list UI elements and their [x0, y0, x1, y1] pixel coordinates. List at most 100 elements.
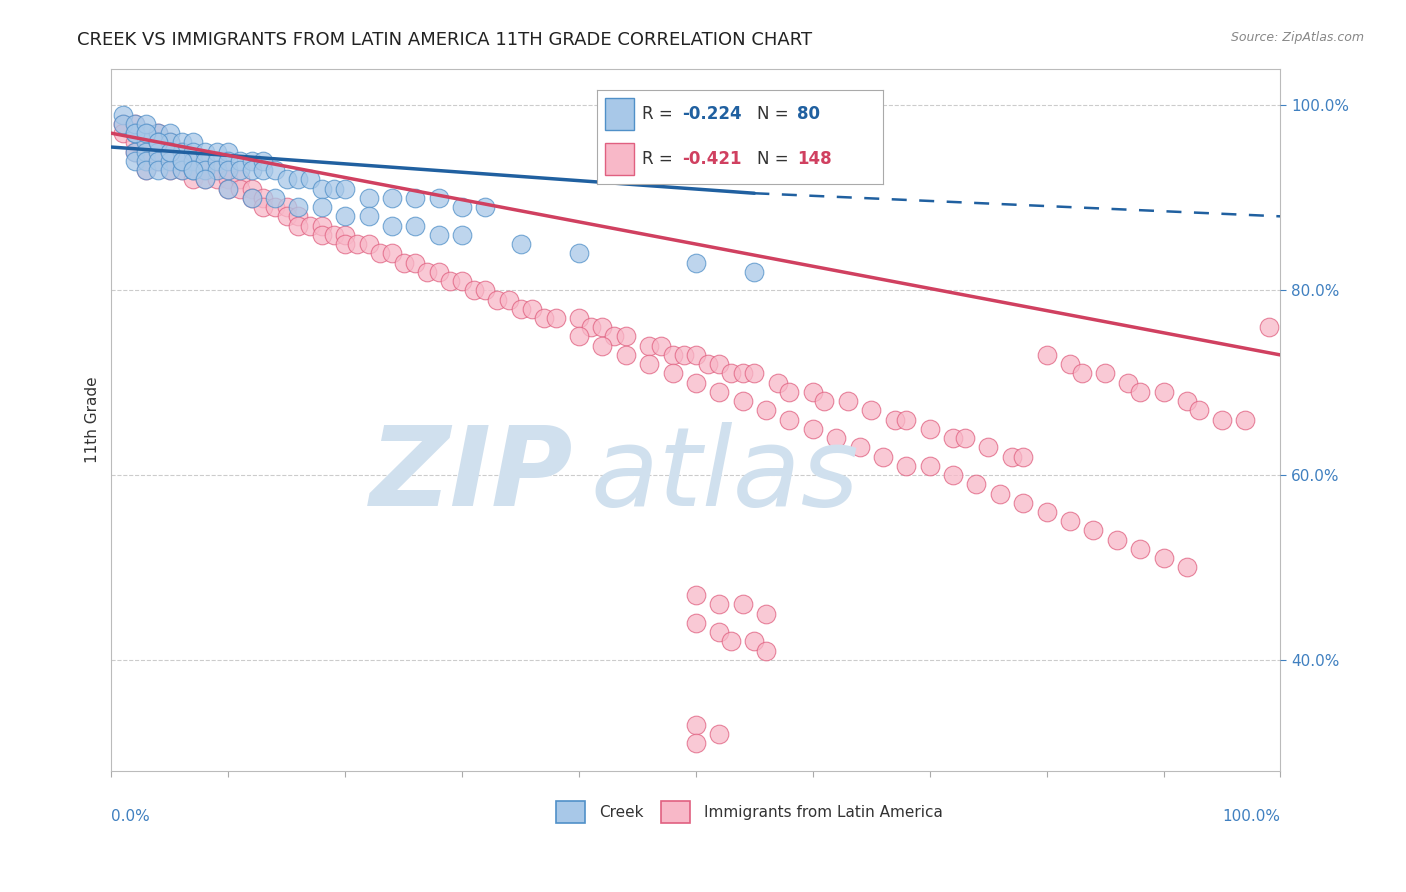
- Point: [194, 153, 217, 168]
- Point: [181, 136, 204, 150]
- Point: [685, 736, 707, 750]
- Point: [112, 108, 135, 122]
- Point: [146, 145, 169, 159]
- Point: [159, 145, 181, 159]
- Point: [685, 588, 707, 602]
- Point: [335, 210, 357, 224]
- Point: [181, 145, 204, 159]
- Point: [744, 367, 766, 381]
- Point: [801, 422, 824, 436]
- Point: [124, 126, 146, 140]
- Point: [159, 153, 181, 168]
- Point: [942, 431, 965, 445]
- Point: [146, 145, 169, 159]
- Point: [194, 153, 217, 168]
- Point: [159, 145, 181, 159]
- Point: [170, 145, 193, 159]
- Point: [755, 403, 778, 417]
- Point: [311, 227, 333, 242]
- Point: [568, 329, 591, 343]
- Point: [755, 643, 778, 657]
- Point: [252, 153, 274, 168]
- Point: [299, 172, 322, 186]
- Point: [1083, 524, 1105, 538]
- Point: [252, 163, 274, 178]
- Point: [217, 172, 239, 186]
- Point: [1012, 450, 1035, 464]
- Point: [1000, 450, 1022, 464]
- Point: [427, 265, 450, 279]
- Point: [720, 634, 742, 648]
- Point: [181, 163, 204, 178]
- Point: [474, 200, 496, 214]
- Point: [194, 145, 217, 159]
- Point: [229, 181, 252, 195]
- Point: [170, 153, 193, 168]
- Point: [918, 422, 941, 436]
- Point: [896, 412, 918, 426]
- Point: [1059, 357, 1081, 371]
- Point: [1070, 367, 1092, 381]
- Point: [146, 136, 169, 150]
- Point: [427, 191, 450, 205]
- Point: [1211, 412, 1233, 426]
- Point: [240, 163, 263, 178]
- Point: [229, 172, 252, 186]
- Point: [240, 191, 263, 205]
- Point: [287, 200, 309, 214]
- Point: [124, 145, 146, 159]
- Point: [240, 153, 263, 168]
- Point: [1035, 505, 1057, 519]
- Point: [159, 153, 181, 168]
- Point: [322, 181, 344, 195]
- Point: [287, 210, 309, 224]
- Point: [159, 145, 181, 159]
- Point: [252, 200, 274, 214]
- Point: [685, 717, 707, 731]
- Point: [650, 339, 672, 353]
- Text: Source: ZipAtlas.com: Source: ZipAtlas.com: [1230, 31, 1364, 45]
- Point: [696, 357, 718, 371]
- Text: Immigrants from Latin America: Immigrants from Latin America: [704, 805, 943, 820]
- Text: Creek: Creek: [599, 805, 644, 820]
- Point: [299, 219, 322, 233]
- Point: [159, 136, 181, 150]
- Point: [217, 145, 239, 159]
- Point: [1234, 412, 1257, 426]
- Point: [509, 301, 531, 316]
- Point: [381, 219, 404, 233]
- Point: [205, 172, 228, 186]
- Point: [146, 136, 169, 150]
- Point: [135, 136, 157, 150]
- Point: [217, 181, 239, 195]
- Point: [124, 153, 146, 168]
- Point: [427, 227, 450, 242]
- Point: [217, 181, 239, 195]
- Point: [357, 191, 380, 205]
- Text: CREEK VS IMMIGRANTS FROM LATIN AMERICA 11TH GRADE CORRELATION CHART: CREEK VS IMMIGRANTS FROM LATIN AMERICA 1…: [77, 31, 813, 49]
- Point: [1175, 560, 1198, 574]
- Point: [159, 163, 181, 178]
- Point: [848, 440, 870, 454]
- Point: [568, 310, 591, 325]
- Point: [146, 153, 169, 168]
- Point: [357, 237, 380, 252]
- Point: [825, 431, 848, 445]
- Point: [264, 163, 287, 178]
- Point: [1129, 384, 1152, 399]
- Point: [709, 357, 731, 371]
- Point: [953, 431, 976, 445]
- Point: [486, 293, 509, 307]
- Point: [381, 246, 404, 260]
- Point: [217, 153, 239, 168]
- Point: [311, 219, 333, 233]
- Point: [135, 153, 157, 168]
- Point: [170, 136, 193, 150]
- Point: [170, 163, 193, 178]
- Point: [720, 367, 742, 381]
- Point: [579, 320, 602, 334]
- Point: [709, 384, 731, 399]
- Point: [181, 163, 204, 178]
- Point: [112, 117, 135, 131]
- Point: [509, 237, 531, 252]
